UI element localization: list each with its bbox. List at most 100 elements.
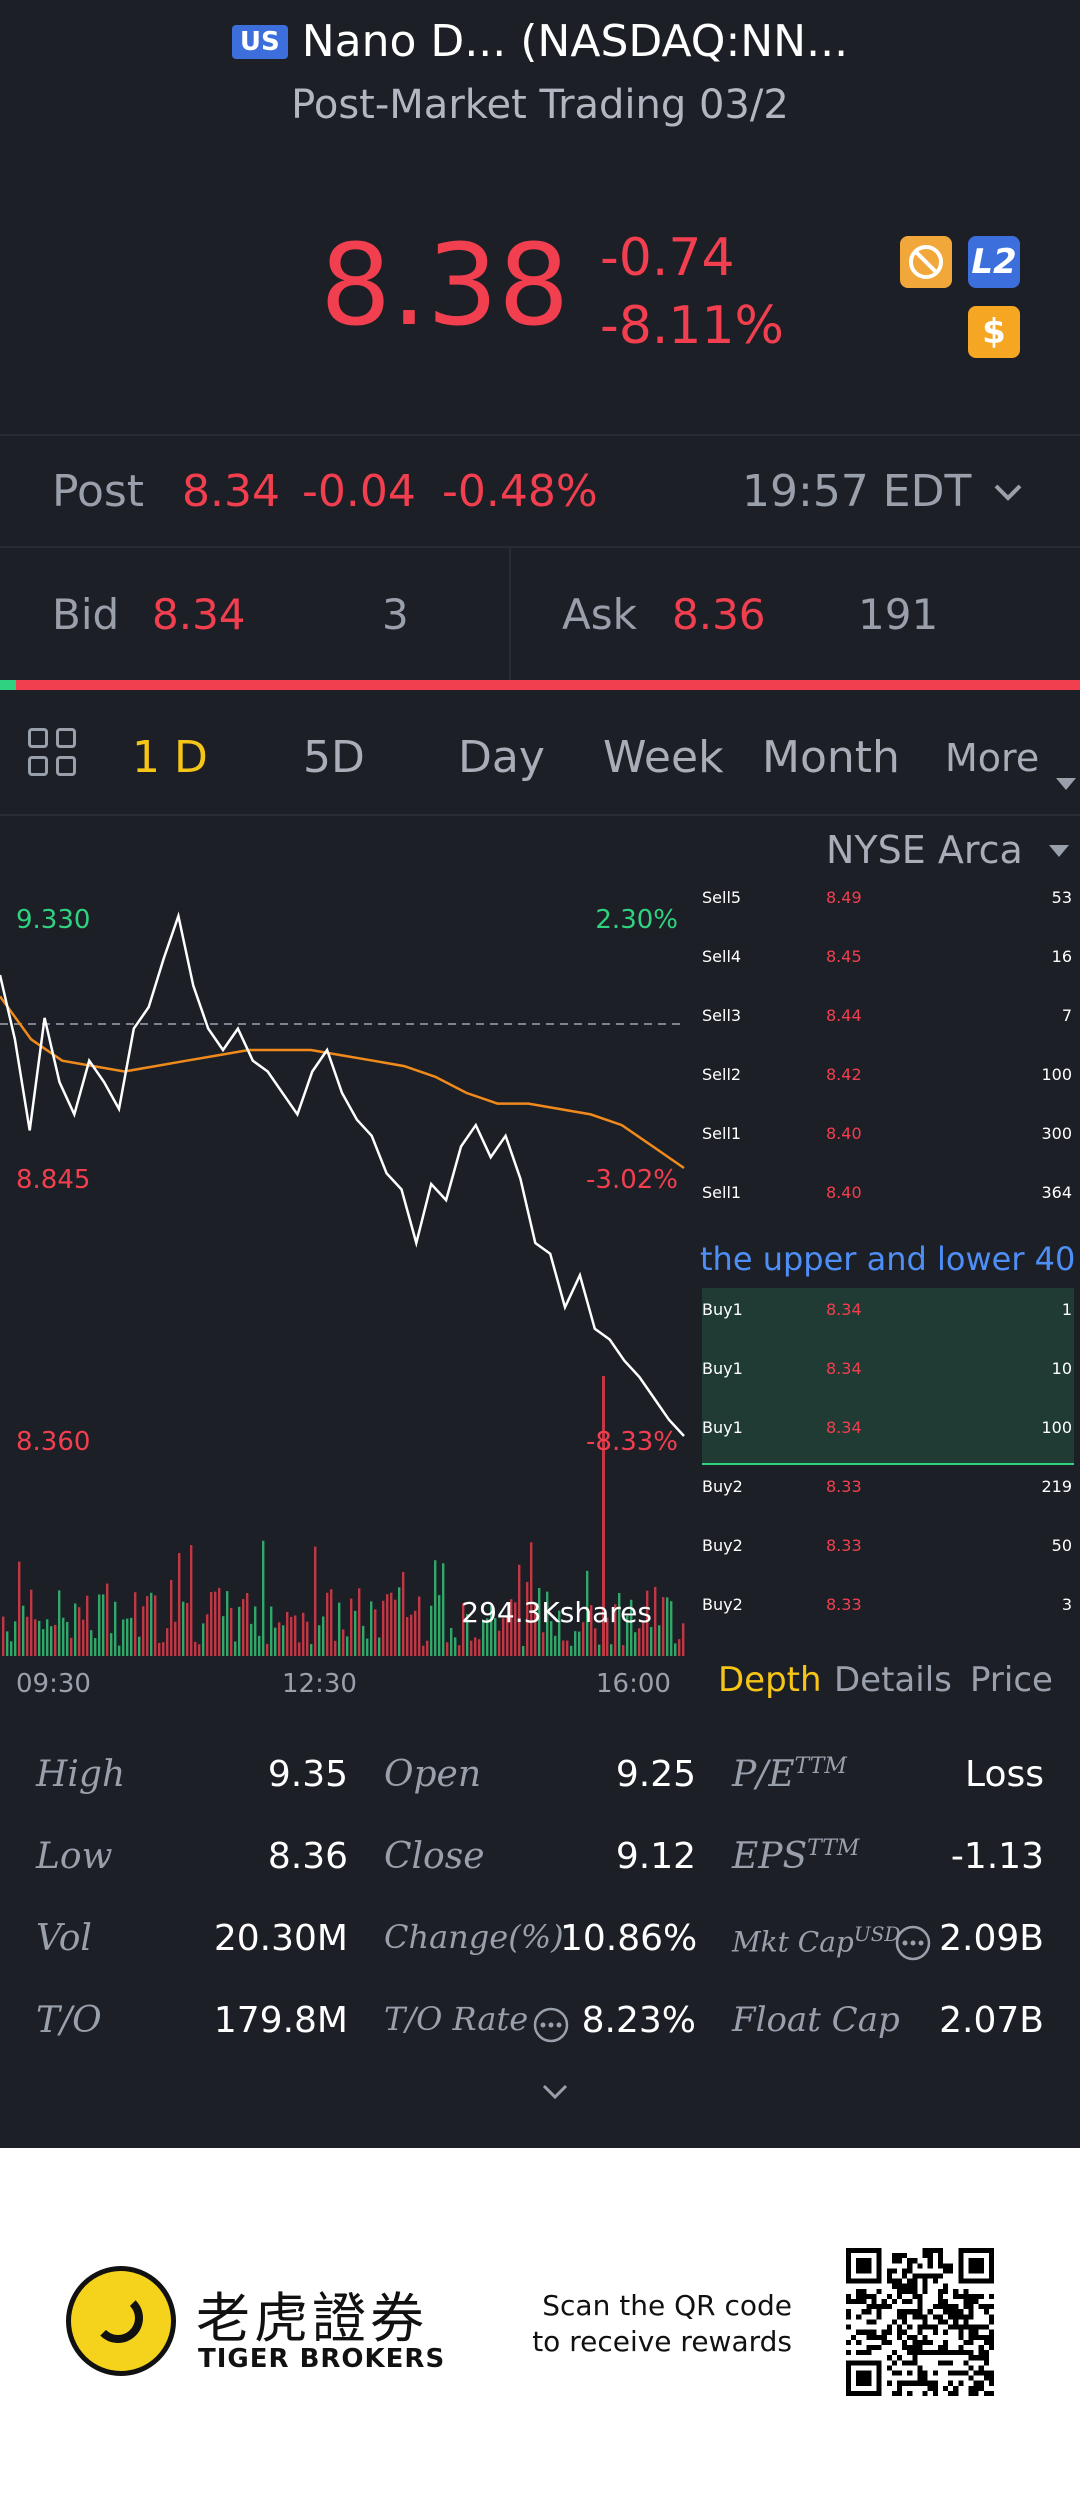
volume-bar	[170, 1579, 173, 1656]
exchange-selector[interactable]: NYSE Arca	[826, 828, 1069, 872]
ask-price: 8.36	[672, 590, 766, 639]
chart-canvas[interactable]: 9.330 2.30% 8.845 -3.02% 8.360 -8.33% 29…	[0, 816, 700, 1716]
stat-pe: Loss	[965, 1754, 1044, 1795]
intraday-chart[interactable]: 9.330 2.30% 8.845 -3.02% 8.360 -8.33% 29…	[0, 816, 700, 1716]
volume-bar	[98, 1594, 101, 1656]
volume-bar	[594, 1628, 597, 1656]
volume-bar	[266, 1643, 269, 1656]
volume-bar	[14, 1621, 17, 1656]
tab-details[interactable]: Details	[834, 1660, 952, 1700]
caret-down-icon[interactable]	[1056, 752, 1076, 803]
volume-bar	[250, 1623, 253, 1656]
chevron-down-icon[interactable]	[990, 470, 1026, 521]
divider	[0, 434, 1080, 436]
bid-level-row[interactable]: Buy2 8.33 3	[702, 1583, 1074, 1639]
volume-bar	[30, 1589, 33, 1656]
bid-level-row[interactable]: Buy1 8.34 10	[702, 1347, 1074, 1403]
bid-level-row[interactable]: Buy2 8.33 50	[702, 1524, 1074, 1580]
volume-bar	[562, 1640, 565, 1656]
volume-bar	[190, 1545, 193, 1656]
ask-level-row[interactable]: Sell1 8.40 364	[702, 1171, 1074, 1227]
volume-bar	[642, 1622, 645, 1656]
tab-month[interactable]: Month	[762, 732, 900, 783]
expand-chevron-icon[interactable]	[540, 2076, 570, 2106]
volume-bar	[34, 1619, 37, 1656]
volume-bar	[670, 1601, 673, 1656]
tab-1d[interactable]: 1 D	[132, 732, 208, 783]
ask-level-row[interactable]: Sell2 8.42 100	[702, 1053, 1074, 1109]
tab-price[interactable]: Price	[970, 1660, 1053, 1700]
volume-bar	[418, 1596, 421, 1656]
stat-eps-label-text: EPS	[732, 1836, 808, 1877]
stat-eps-sup: TTM	[807, 1836, 860, 1861]
volume-bar	[62, 1617, 65, 1656]
volume-bar	[510, 1599, 513, 1656]
bid-level-row[interactable]: Buy1 8.34 1	[702, 1288, 1074, 1344]
ask-size: 191	[858, 590, 939, 639]
tab-5d[interactable]: 5D	[303, 732, 365, 783]
divider	[0, 814, 1080, 816]
level-label: Buy1	[702, 1418, 743, 1437]
post-market-row[interactable]: Post 8.34 -0.04 -0.48% 19:57 EDT	[0, 440, 1080, 546]
volume-bar	[182, 1601, 185, 1656]
volume-bar	[138, 1636, 141, 1656]
stat-low-label: Low	[36, 1836, 113, 1877]
stat-changepct-label: Change(%)	[384, 1918, 564, 1956]
orderbook-notice: the upper and lower 40	[700, 1240, 1076, 1278]
bid-level-row[interactable]: Buy1 8.34 100	[702, 1406, 1074, 1462]
ask-level-row[interactable]: Sell4 8.45 16	[702, 935, 1074, 991]
qr-code[interactable]	[846, 2248, 994, 2396]
volume-bar	[566, 1640, 569, 1656]
stat-high-label: High	[36, 1754, 126, 1795]
volume-bar	[42, 1629, 45, 1656]
volume-bar	[18, 1561, 21, 1656]
more-info-icon[interactable]	[532, 2006, 570, 2044]
post-change: -0.04	[302, 466, 416, 517]
caret-down-icon	[1048, 845, 1069, 857]
level2-icon[interactable]: L2	[968, 236, 1020, 288]
stat-floatcap-label: Float Cap	[732, 2000, 900, 2040]
volume-bar	[214, 1591, 217, 1656]
volume-bar	[538, 1588, 541, 1656]
level-size: 16	[1051, 947, 1072, 966]
dollar-icon[interactable]: $	[968, 306, 1020, 358]
volume-bar	[534, 1603, 537, 1656]
volume-bar	[358, 1588, 361, 1656]
volume-bar	[406, 1617, 409, 1656]
volume-bar	[322, 1616, 325, 1656]
post-label: Post	[52, 466, 145, 517]
x-tick-open: 09:30	[16, 1669, 91, 1699]
no-sign-icon[interactable]	[900, 236, 952, 288]
ask-level-row[interactable]: Sell3 8.44 7	[702, 994, 1074, 1050]
volume-bar	[630, 1599, 633, 1656]
volume-bar	[186, 1602, 189, 1656]
tab-week[interactable]: Week	[603, 732, 724, 783]
bid-level-row[interactable]: Buy2 8.33 219	[702, 1465, 1074, 1521]
ask-level-row[interactable]: Sell1 8.40 300	[702, 1112, 1074, 1168]
volume-bar	[326, 1592, 329, 1656]
stat-vol-label: Vol	[36, 1918, 92, 1959]
layout-grid-icon[interactable]	[28, 728, 80, 780]
level-price: 8.44	[826, 1006, 862, 1025]
more-info-icon[interactable]	[894, 1924, 932, 1962]
volume-bar	[334, 1640, 337, 1656]
volume-bar	[606, 1617, 609, 1656]
level-label: Sell5	[702, 888, 742, 907]
volume-bar	[682, 1623, 685, 1656]
tab-day[interactable]: Day	[458, 732, 545, 783]
volume-bar	[654, 1586, 657, 1656]
volume-bar	[470, 1640, 473, 1656]
volume-label: 294.3Kshares	[461, 1596, 652, 1629]
tab-depth[interactable]: Depth	[718, 1660, 822, 1700]
ask-level-row[interactable]: Sell5 8.49 53	[702, 876, 1074, 932]
volume-bar	[646, 1590, 649, 1656]
volume-bar	[362, 1625, 365, 1656]
level-label: Sell1	[702, 1183, 742, 1202]
volume-bar	[638, 1628, 641, 1656]
volume-bar	[74, 1603, 77, 1656]
volume-bar	[166, 1628, 169, 1656]
scan-line-2: to receive rewards	[532, 2325, 792, 2358]
tab-more[interactable]: More	[945, 736, 1040, 780]
level-size: 100	[1041, 1065, 1072, 1084]
low-label: 8.360	[16, 1427, 90, 1457]
